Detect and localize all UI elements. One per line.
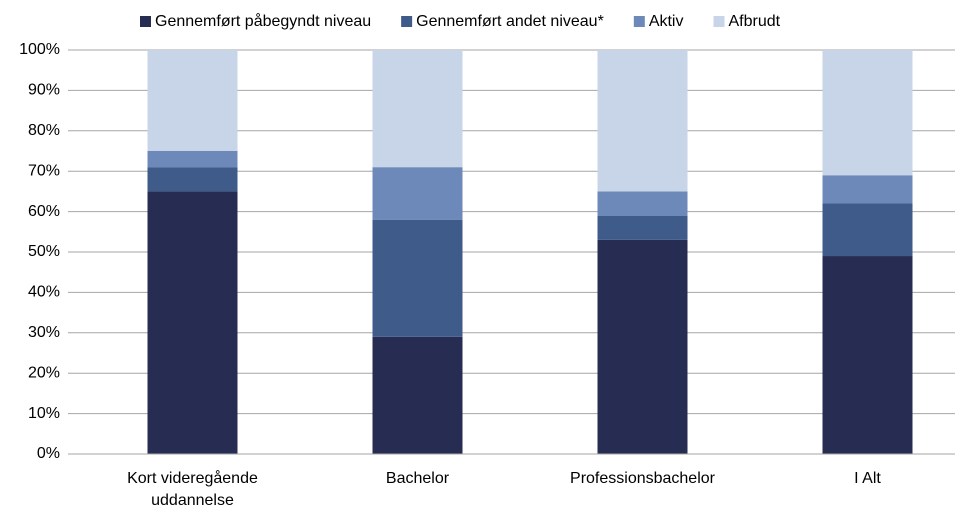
- legend-label: Aktiv: [649, 13, 684, 30]
- bar-segment: [822, 50, 913, 176]
- y-tick-label: 100%: [19, 41, 60, 58]
- bar-segment: [372, 167, 463, 220]
- y-tick-label: 80%: [28, 122, 60, 139]
- y-tick-label: 60%: [28, 203, 60, 220]
- bar-segment: [147, 167, 238, 192]
- legend-label: Gennemført andet niveau*: [416, 13, 604, 30]
- y-tick-label: 20%: [28, 364, 60, 381]
- x-tick-label: Kort videregående uddannelse: [127, 470, 258, 509]
- bar-segment: [597, 239, 688, 454]
- bar-segment: [372, 336, 463, 454]
- bar-segment: [147, 50, 238, 151]
- legend-label: Gennemført påbegyndt niveau: [155, 12, 371, 30]
- y-tick-label: 40%: [28, 284, 60, 301]
- bar-segment: [147, 191, 238, 454]
- bar-segment: [822, 203, 913, 257]
- x-tick-label: Professionsbachelor: [570, 470, 715, 487]
- legend-marker: [633, 16, 645, 27]
- x-tick-label: I Alt: [854, 470, 881, 487]
- y-tick-label: 30%: [28, 324, 60, 341]
- bar-segment: [597, 50, 688, 192]
- bar-segment: [597, 215, 688, 240]
- y-tick-label: 90%: [28, 82, 60, 99]
- legend-marker: [140, 16, 151, 27]
- bar-segment: [597, 191, 688, 216]
- legend-label: Afbrudt: [728, 13, 780, 30]
- bar-segment: [372, 50, 463, 168]
- y-tick-label: 50%: [28, 243, 60, 260]
- y-tick-label: 0%: [37, 445, 60, 462]
- y-tick-label: 70%: [28, 162, 60, 179]
- legend-marker: [401, 16, 413, 27]
- legend-marker: [713, 16, 725, 27]
- bar-segment: [822, 175, 913, 204]
- bar-segment: [147, 151, 238, 168]
- bar-segment: [822, 256, 913, 454]
- x-tick-label: Bachelor: [385, 470, 450, 487]
- bar-segment: [372, 219, 463, 337]
- y-tick-label: 10%: [28, 405, 60, 422]
